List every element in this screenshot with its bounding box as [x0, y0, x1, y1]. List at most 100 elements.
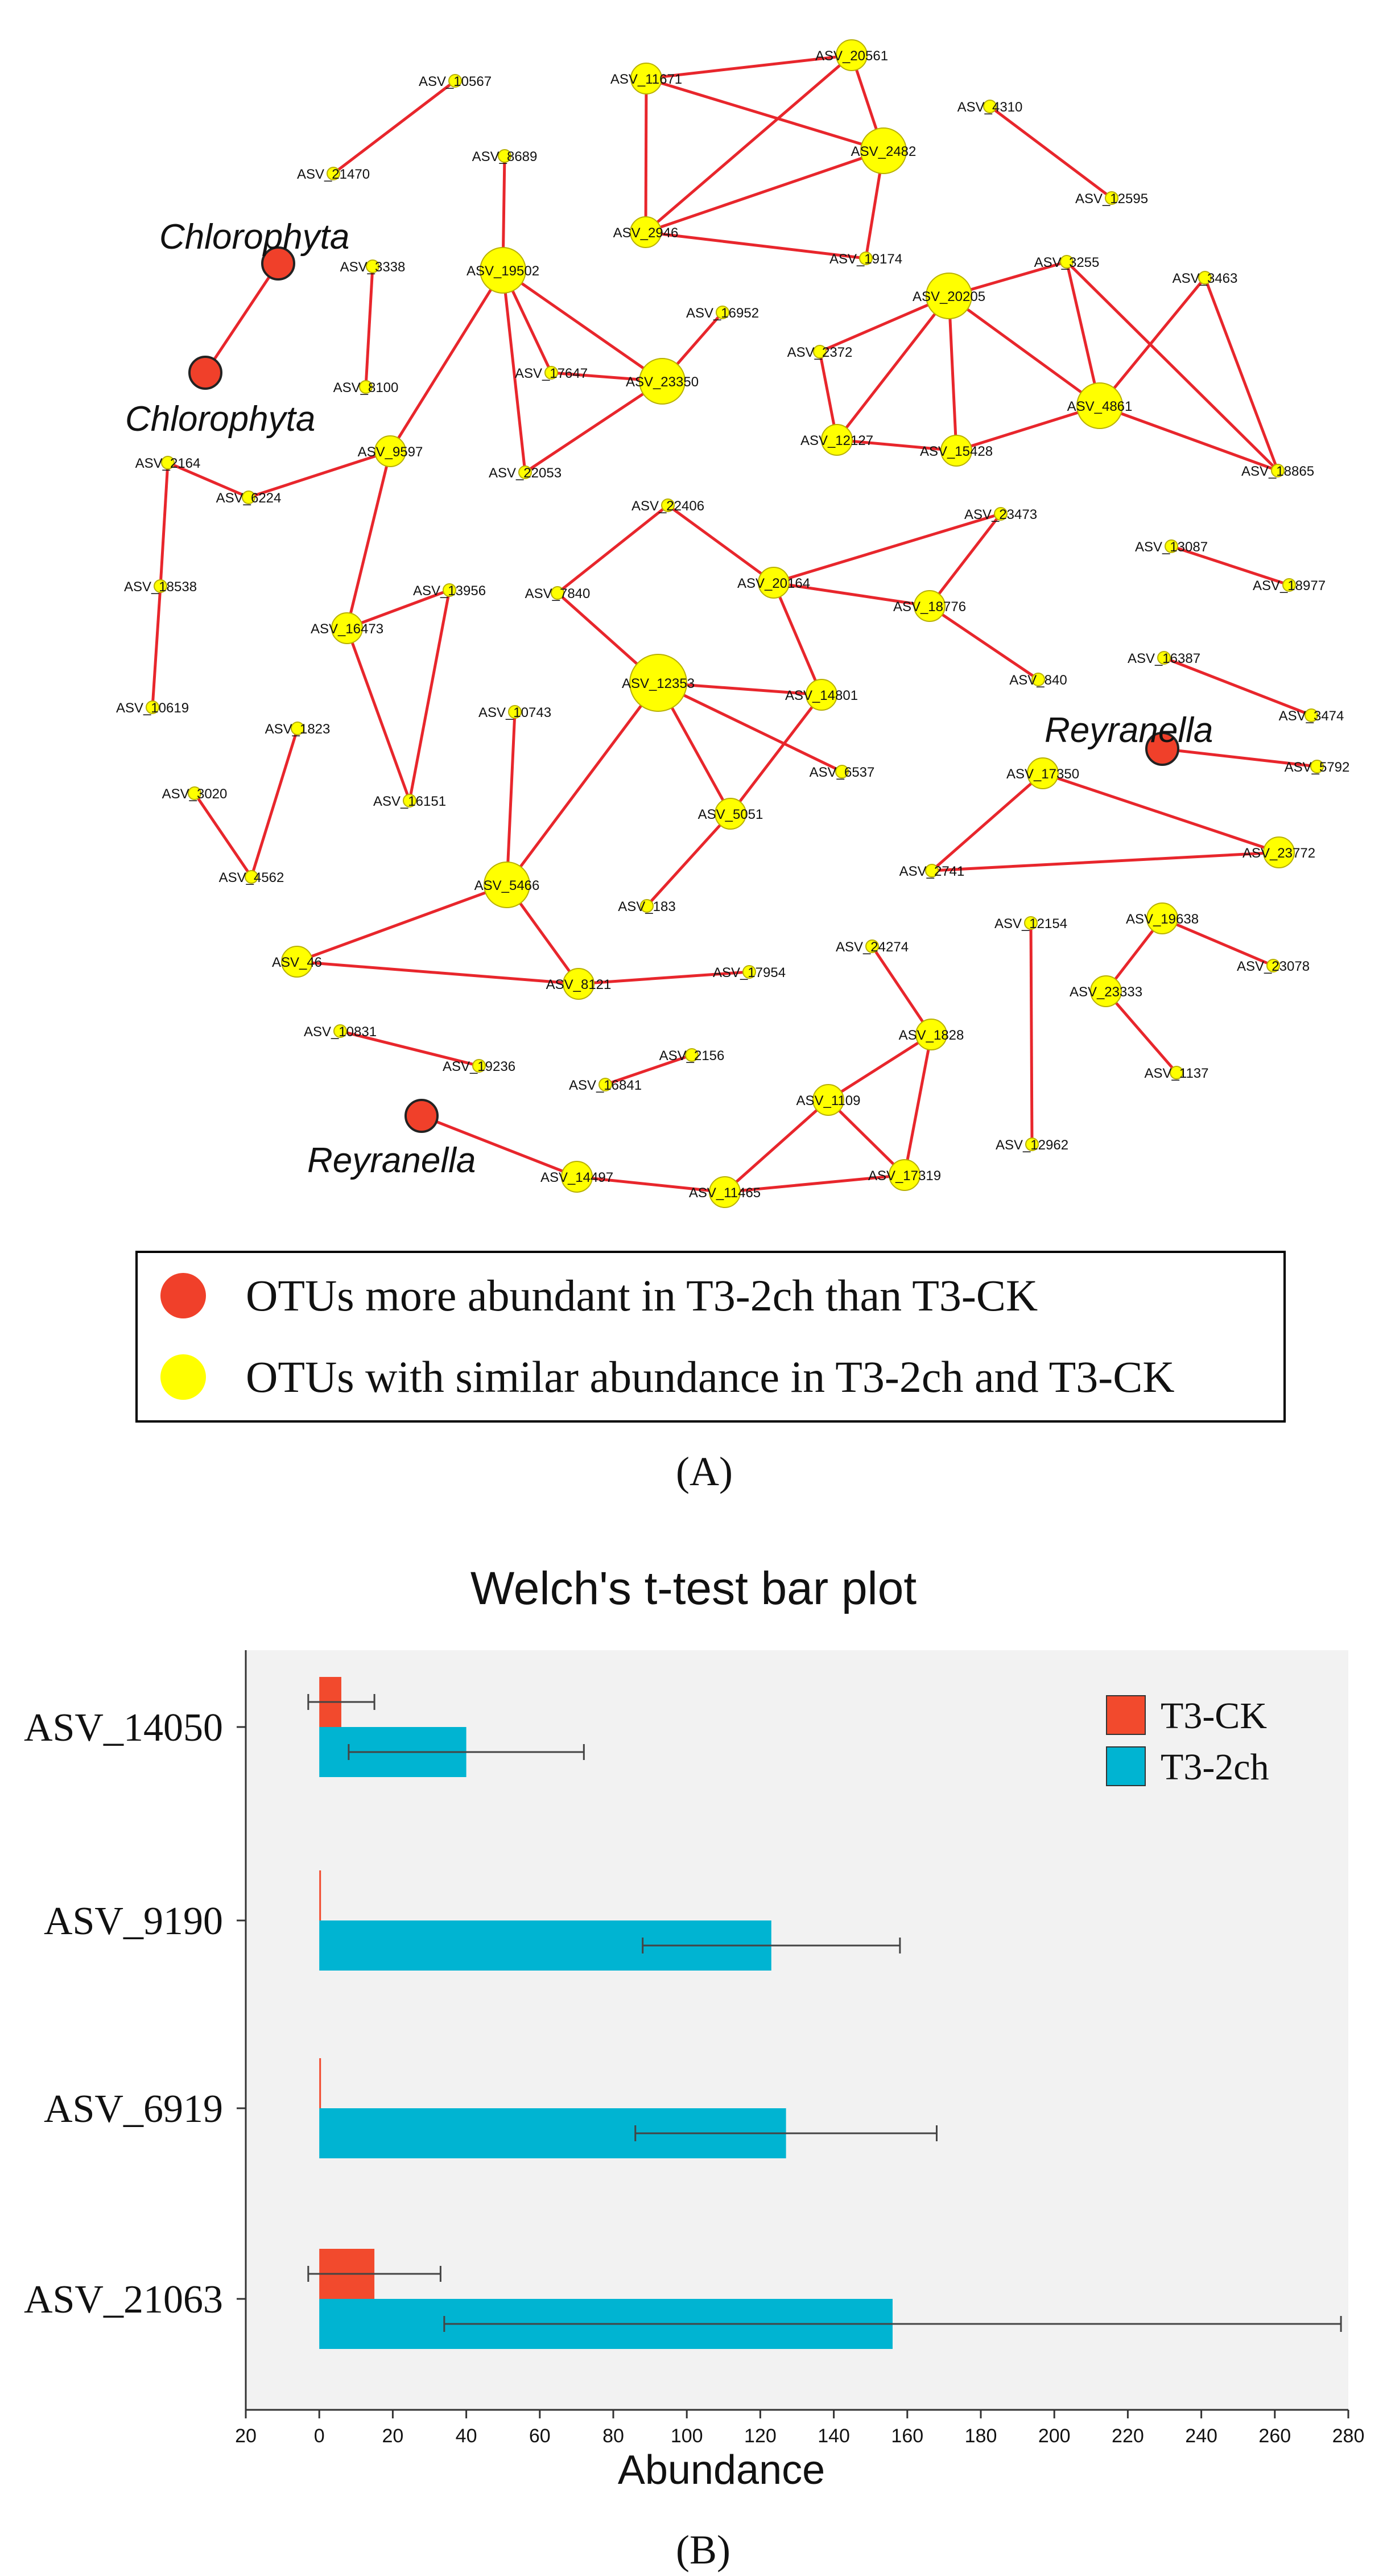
- node-label-ASV_19236: ASV_19236: [443, 1059, 515, 1074]
- node-ASV_46: [281, 946, 313, 978]
- node-ASV_2741: [925, 864, 939, 877]
- edge-ASV_20164-ASV_18776: [773, 581, 930, 608]
- node-ASV_23333: [1090, 975, 1122, 1007]
- node-ASV_6537: [835, 765, 849, 778]
- edge-ASV_19502-ASV_9597: [389, 269, 505, 452]
- node-ASV_17319: [889, 1159, 920, 1191]
- edge-ASV_1828-ASV_1109: [827, 1033, 932, 1102]
- node-Reyranella_2: [404, 1099, 439, 1133]
- x-tick-label: 100: [671, 2425, 703, 2447]
- node-ASV_11671: [630, 63, 662, 94]
- node-label-ASV_10743: ASV_10743: [478, 705, 551, 720]
- node-label-ASV_2156: ASV_2156: [659, 1048, 725, 1064]
- node-label-ASV_4562: ASV_4562: [219, 870, 284, 885]
- node-ASV_183: [640, 899, 654, 913]
- node-ASV_19502: [480, 247, 526, 294]
- node-ASV_19236: [472, 1059, 486, 1073]
- edge-ASV_18776-ASV_840: [928, 604, 1039, 681]
- node-Reyranella_1: [1145, 732, 1179, 766]
- edge-ASV_2164-ASV_6224: [167, 461, 249, 499]
- node-label-ASV_19174: ASV_19174: [829, 252, 902, 267]
- node-ASV_10743: [508, 705, 522, 719]
- network-graph: ASV_10567 ASV_21470 ASV_8689 ASV_11671 ASV_2…: [116, 39, 1350, 1208]
- edge-ASV_16473-ASV_13956: [346, 588, 450, 630]
- node-label-ASV_17350: ASV_17350: [1006, 766, 1079, 782]
- edge-ASV_10831-ASV_19236: [340, 1029, 480, 1068]
- node-label-ASV_20164: ASV_20164: [737, 576, 810, 591]
- bar-ASV_9190-T3-CK: [319, 1870, 321, 1920]
- node-ASV_17954: [742, 965, 756, 979]
- edge-ASV_20561-ASV_2946: [645, 54, 853, 233]
- node-label-ASV_12127: ASV_12127: [800, 433, 873, 448]
- node-label-ASV_23350: ASV_23350: [626, 374, 699, 390]
- node-label-ASV_16387: ASV_16387: [1128, 651, 1200, 666]
- edge-ASV_20164-ASV_23473: [773, 512, 1001, 584]
- node-ASV_7840: [551, 586, 564, 600]
- x-axis-ticks: 20 0 20 40 60 80 100 120 140 160 180 200 220 240 260 28…: [235, 2410, 1364, 2447]
- node-label-ASV_3020: ASV_3020: [162, 786, 228, 802]
- node-label-ASV_11671: ASV_11671: [610, 72, 682, 87]
- node-ASV_12962: [1025, 1137, 1039, 1151]
- node-ASV_23350: [639, 358, 686, 405]
- node-label-ASV_23078: ASV_23078: [1237, 959, 1310, 974]
- node-ASV_1137: [1170, 1066, 1183, 1079]
- y-tick-label-ASV_14050: ASV_14050: [24, 1706, 223, 1750]
- x-tick-label: 180: [965, 2425, 997, 2447]
- node-label-ASV_3255: ASV_3255: [1034, 255, 1100, 270]
- node-label-ASV_5051: ASV_5051: [698, 807, 763, 822]
- legend-t3-2ch-label: T3-2ch: [1161, 1746, 1269, 1788]
- edge-ASV_12127-ASV_15428: [836, 438, 957, 452]
- node-ASV_18776: [914, 590, 946, 622]
- node-ASV_18538: [154, 579, 167, 593]
- node-ASV_2482: [860, 127, 907, 174]
- edge-ASV_2164-ASV_18538: [159, 462, 170, 587]
- node-ASV_14497: [561, 1161, 593, 1193]
- node-label-ASV_20205: ASV_20205: [913, 289, 985, 304]
- edge-ASV_12353-ASV_6537: [657, 681, 843, 773]
- x-tick-label: 260: [1258, 2425, 1291, 2447]
- node-label-ASV_5466: ASV_5466: [474, 878, 540, 893]
- y-tick-label-ASV_6919: ASV_6919: [44, 2087, 223, 2131]
- x-tick-label: 60: [529, 2425, 551, 2447]
- edge-ASV_1828-ASV_17319: [903, 1034, 933, 1176]
- node-ASV_4310: [983, 100, 997, 113]
- node-label-ASV_2372: ASV_2372: [787, 345, 853, 360]
- node-ASV_21470: [327, 167, 340, 180]
- edge-ASV_10743-ASV_5466: [505, 711, 517, 885]
- node-ASV_10831: [333, 1024, 347, 1038]
- edge-ASV_20164-ASV_14801: [772, 582, 823, 695]
- node-label-ASV_2482: ASV_2482: [851, 144, 917, 159]
- x-tick-label: 160: [891, 2425, 923, 2447]
- node-ASV_8100: [359, 380, 373, 394]
- edge-ASV_12154-ASV_12962: [1029, 922, 1034, 1145]
- edge-ASV_1109-ASV_17319: [827, 1099, 906, 1176]
- node-ASV_24274: [865, 939, 879, 953]
- node-label-ASV_3338: ASV_3338: [340, 259, 406, 275]
- node-label-ASV_18865: ASV_18865: [1241, 464, 1314, 479]
- node-label-ASV_22406: ASV_22406: [631, 498, 704, 514]
- x-tick-label: 0: [314, 2425, 325, 2447]
- node-label-ASV_5792: ASV_5792: [1285, 760, 1350, 775]
- errorbar-ASV_21063-T3-2ch: [443, 2316, 1342, 2332]
- edge-ASV_15428-ASV_4861: [956, 404, 1100, 452]
- node-label-ASV_3474: ASV_3474: [1279, 708, 1344, 724]
- panel-b-label: (B): [676, 2527, 730, 2573]
- node-ASV_5792: [1310, 760, 1324, 773]
- node-ASV_2156: [685, 1048, 699, 1062]
- edge-ASV_9597-ASV_6224: [248, 450, 391, 499]
- node-ASV_2372: [813, 345, 827, 358]
- edge-ASV_16387-ASV_3474: [1163, 656, 1312, 717]
- node-label-ASV_13956: ASV_13956: [413, 583, 486, 599]
- node-ASV_8689: [498, 149, 511, 163]
- x-tick-label: 20: [235, 2425, 257, 2447]
- node-ASV_18977: [1282, 578, 1296, 592]
- node-label-ASV_15428: ASV_15428: [920, 444, 993, 459]
- legend-t3-ck-label: T3-CK: [1161, 1695, 1267, 1737]
- chart-legend: T3-CK T3-2ch: [1106, 1695, 1269, 1788]
- node-ASV_4562: [245, 870, 258, 884]
- node-ASV_10619: [146, 700, 159, 714]
- edge-ASV_17350-ASV_2741: [931, 772, 1044, 872]
- edge-ASV_3338-ASV_8100: [364, 266, 374, 388]
- node-label-ASV_8121: ASV_8121: [546, 977, 612, 992]
- legend-row-red: OTUs more abundant in T3-2ch than T3-CK: [160, 1267, 1038, 1324]
